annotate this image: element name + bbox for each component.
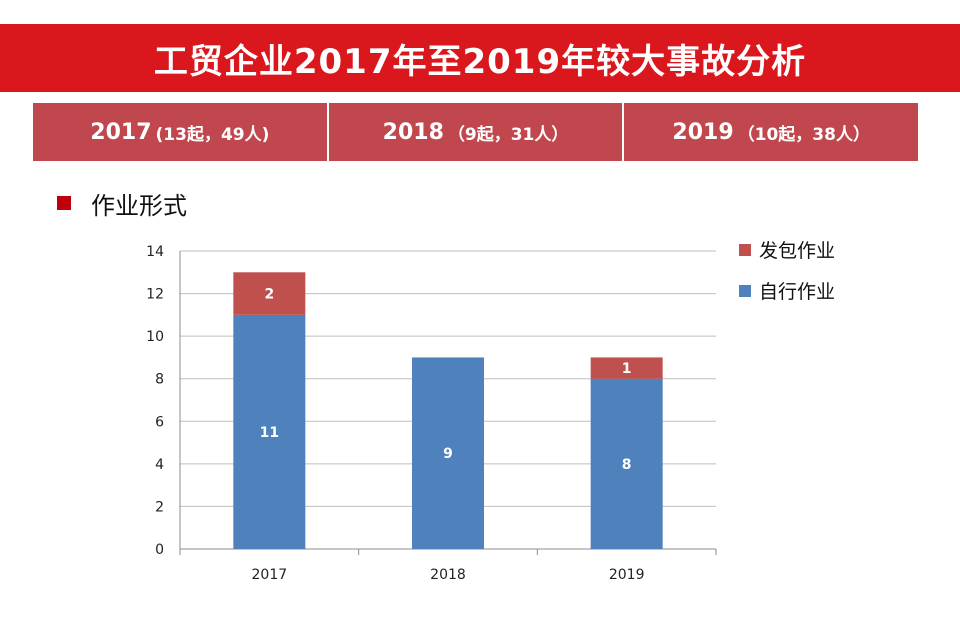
data-label: 8 xyxy=(622,457,632,473)
summary-year: 2018 xyxy=(382,119,444,145)
x-tick-label: 2019 xyxy=(609,567,645,583)
summary-year: 2019 xyxy=(672,119,734,145)
legend-swatch xyxy=(739,285,751,297)
bar-contract-2017 xyxy=(233,272,306,315)
y-tick-label: 4 xyxy=(155,457,164,473)
summary-detail: (13起，49人) xyxy=(155,124,270,145)
summary-2018: 2018 （9起，31人） xyxy=(328,103,625,161)
bar-self-2018 xyxy=(412,357,484,549)
bar-contract-2019 xyxy=(590,357,663,379)
data-label: 1 xyxy=(622,361,632,377)
summary-2019: 2019 （10起，38人） xyxy=(624,103,919,161)
data-label: 11 xyxy=(260,425,279,441)
y-tick-label: 0 xyxy=(155,542,164,558)
legend-label: 自行作业 xyxy=(759,281,835,303)
data-label: 2 xyxy=(264,287,274,303)
summary-year: 2017 xyxy=(90,119,152,145)
summary-detail: （9起，31人） xyxy=(447,124,569,145)
y-tick-label: 12 xyxy=(146,287,164,303)
section-heading: 作业形式 xyxy=(57,186,187,220)
legend-swatch xyxy=(739,244,751,256)
bullet-square-icon xyxy=(57,196,71,210)
y-tick-label: 14 xyxy=(146,244,164,260)
y-tick-label: 6 xyxy=(155,414,164,430)
bar-self-2017 xyxy=(233,314,306,549)
x-tick-label: 2017 xyxy=(252,567,288,583)
data-label: 9 xyxy=(443,446,453,462)
x-tick-label: 2018 xyxy=(430,567,466,583)
y-tick-label: 2 xyxy=(155,499,164,515)
y-tick-label: 10 xyxy=(146,329,164,345)
summary-detail: （10起，38人） xyxy=(737,124,870,145)
bar-self-2019 xyxy=(590,378,663,549)
section-label: 作业形式 xyxy=(91,191,187,220)
summary-bar: 2017 (13起，49人) 2018 （9起，31人） 2019 （10起，3… xyxy=(33,103,919,161)
y-tick-label: 8 xyxy=(155,372,164,388)
page-title: 工贸企业2017年至2019年较大事故分析 xyxy=(0,24,960,92)
legend-label: 发包作业 xyxy=(759,240,835,262)
summary-2017: 2017 (13起，49人) xyxy=(33,103,329,161)
